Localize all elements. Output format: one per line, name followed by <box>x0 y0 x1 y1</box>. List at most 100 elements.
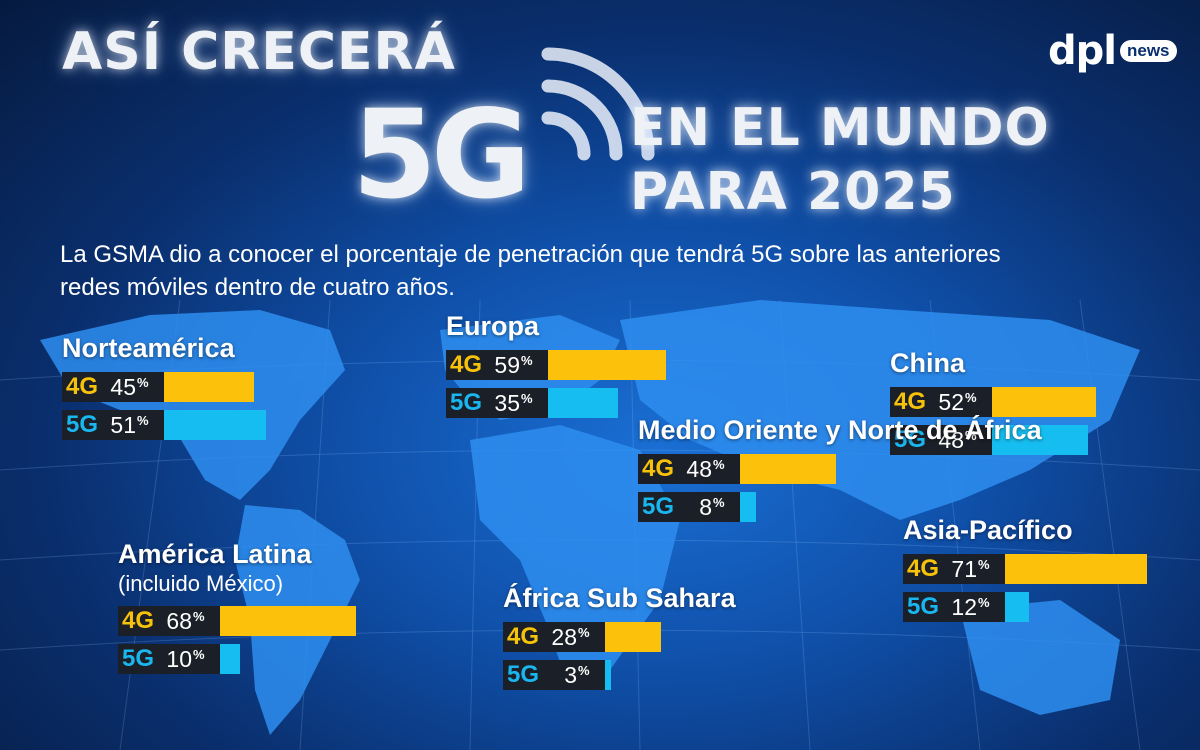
subtitle: La GSMA dio a conocer el porcentaje de p… <box>60 241 1001 301</box>
value-tag: 4G 59% <box>446 350 548 380</box>
bar-5g <box>740 492 756 522</box>
data-label-value: 10 <box>166 645 192 672</box>
region-name: China <box>890 348 966 378</box>
series-label-5g: 5G <box>642 493 675 520</box>
bar-5g <box>1005 592 1029 622</box>
data-label-value: 59 <box>494 351 520 378</box>
value-tag: 4G 52% <box>890 387 992 417</box>
data-label-value: 12 <box>951 593 977 620</box>
percent-sign: % <box>965 427 977 443</box>
bar-row-5g: 5G 3% <box>503 660 803 690</box>
bar-4g <box>1005 554 1147 584</box>
value-tag: 5G 10% <box>118 644 220 674</box>
value-tag: 5G 12% <box>903 592 1005 622</box>
value-tag: 5G 48% <box>890 425 992 455</box>
bar-4g <box>992 387 1096 417</box>
region-name: Norteamérica <box>62 333 235 363</box>
bar-5g <box>164 410 266 440</box>
bar-4g <box>220 606 356 636</box>
bar-5g <box>220 644 240 674</box>
value-tag: 4G 45% <box>62 372 164 402</box>
title-5g: 5G <box>352 84 531 226</box>
bar-row-5g: 5G 35% <box>446 388 646 418</box>
logo-text: dpl <box>1048 28 1117 74</box>
series-label-5g: 5G <box>507 661 540 688</box>
region-block: Europa 4G 59% 5G 35% <box>446 310 666 418</box>
bar-row-5g: 5G 8% <box>638 492 878 522</box>
bar-row-4g: 4G 52% <box>890 387 1140 417</box>
bar-row-5g: 5G 12% <box>903 592 1163 622</box>
data-label-value: 48 <box>938 426 964 453</box>
percent-sign: % <box>521 390 533 406</box>
bar-5g <box>605 660 611 690</box>
series-label-5g: 5G <box>122 645 155 672</box>
region-block: América Latina (incluido México) 4G 68% 5G 10… <box>118 538 418 674</box>
series-label-5g: 5G <box>907 593 940 620</box>
data-label-value: 28 <box>551 623 577 650</box>
oceania-shape <box>960 600 1120 715</box>
region-block: China 4G 52% 5G 48% <box>890 347 1140 455</box>
series-label-4g: 4G <box>507 623 540 650</box>
value-tag: 4G 71% <box>903 554 1005 584</box>
dpl-news-logo: dpl news <box>1048 28 1177 74</box>
series-label-5g: 5G <box>450 389 483 416</box>
percent-sign: % <box>713 456 725 472</box>
region-name: África Sub Sahara <box>503 583 736 613</box>
bar-5g <box>548 388 618 418</box>
bar-row-4g: 4G 71% <box>903 554 1163 584</box>
bar-4g <box>740 454 836 484</box>
percent-sign: % <box>965 389 977 405</box>
value-tag: 4G 68% <box>118 606 220 636</box>
title-line-3: PARA 2025 <box>630 162 956 222</box>
region-note: (incluido México) <box>118 571 284 596</box>
series-label-5g: 5G <box>894 426 927 453</box>
series-label-4g: 4G <box>450 351 483 378</box>
percent-sign: % <box>137 374 149 390</box>
series-label-4g: 4G <box>122 607 155 634</box>
data-label-value: 35 <box>494 389 520 416</box>
region-name: Medio Oriente y Norte de África <box>638 415 1042 445</box>
region-name: América Latina <box>118 539 312 569</box>
data-label-value: 8 <box>699 493 712 520</box>
bar-4g <box>548 350 666 380</box>
percent-sign: % <box>578 662 590 678</box>
bar-row-5g: 5G 51% <box>62 410 362 440</box>
data-label-value: 51 <box>110 411 136 438</box>
data-label-value: 45 <box>110 373 136 400</box>
series-label-4g: 4G <box>66 373 99 400</box>
bar-row-4g: 4G 28% <box>503 622 803 652</box>
region-name: Asia-Pacífico <box>903 515 1073 545</box>
value-tag: 4G 28% <box>503 622 605 652</box>
bar-row-5g: 5G 48% <box>890 425 1140 455</box>
percent-sign: % <box>978 594 990 610</box>
value-tag: 5G 51% <box>62 410 164 440</box>
percent-sign: % <box>193 608 205 624</box>
bar-row-4g: 4G 45% <box>62 372 362 402</box>
percent-sign: % <box>713 494 725 510</box>
value-tag: 5G 3% <box>503 660 605 690</box>
region-block: Medio Oriente y Norte de África 4G 48% 5G 8% <box>638 414 1042 522</box>
value-tag: 5G 8% <box>638 492 740 522</box>
percent-sign: % <box>137 412 149 428</box>
title-line-2: EN EL MUNDO <box>630 98 1050 158</box>
bar-row-4g: 4G 48% <box>638 454 878 484</box>
bar-row-4g: 4G 68% <box>118 606 418 636</box>
region-block: Asia-Pacífico 4G 71% 5G 12% <box>903 514 1163 622</box>
bar-4g <box>164 372 254 402</box>
wifi-arcs <box>541 47 655 161</box>
percent-sign: % <box>978 556 990 572</box>
north-america-shape <box>40 310 345 500</box>
logo-badge: news <box>1119 40 1177 62</box>
bar-row-5g: 5G 10% <box>118 644 418 674</box>
value-tag: 5G 35% <box>446 388 548 418</box>
series-label-5g: 5G <box>66 411 99 438</box>
series-label-4g: 4G <box>907 555 940 582</box>
series-label-4g: 4G <box>894 388 927 415</box>
data-label-value: 48 <box>686 455 712 482</box>
data-label-value: 52 <box>938 388 964 415</box>
region-block: Norteamérica 4G 45% 5G 51% <box>62 332 362 440</box>
percent-sign: % <box>578 624 590 640</box>
data-label-value: 68 <box>166 607 192 634</box>
series-label-4g: 4G <box>642 455 675 482</box>
